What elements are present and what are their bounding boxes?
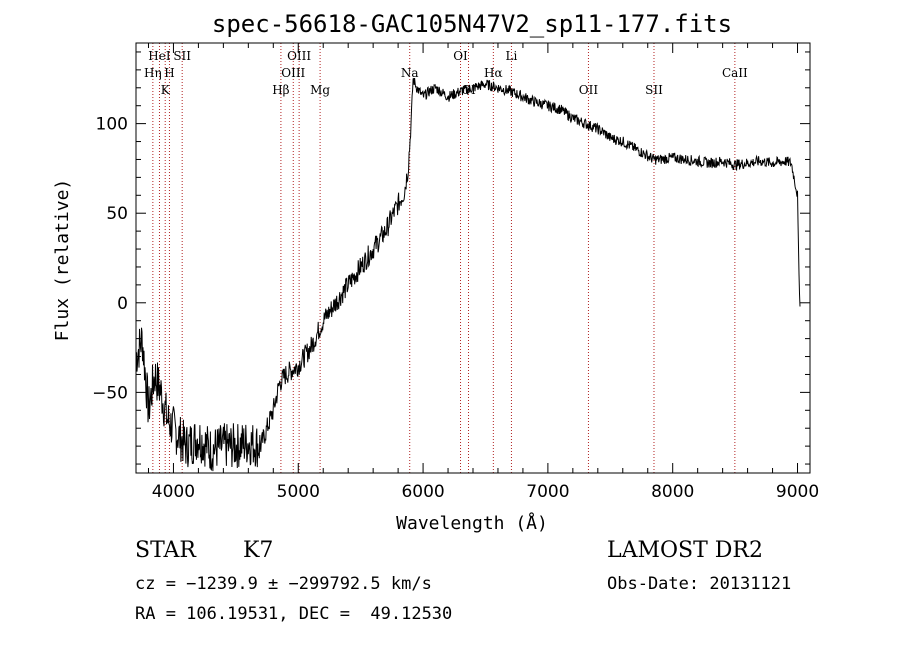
x-axis-label: Wavelength (Å): [396, 512, 548, 534]
y-tick-label-0: −50: [92, 383, 128, 403]
line-label-12: Li: [506, 49, 518, 63]
plot-frame: [135, 42, 811, 474]
line-label-4: K: [161, 83, 171, 97]
line-label-8: Mg: [310, 83, 330, 97]
flux-line: [135, 77, 801, 472]
line-label-2: Hη: [144, 66, 162, 80]
x-tick-label-0: 4000: [152, 482, 195, 502]
axis-ticks: 4000 5000 6000 7000 8000 9000 −50 0 50 100: [92, 43, 819, 502]
line-label-15: SII: [645, 83, 663, 97]
obs-date: Obs-Date: 20131121: [607, 574, 792, 594]
y-tick-label-3: 100: [96, 115, 128, 135]
x-tick-label-2: 6000: [401, 482, 444, 502]
y-tick-label-2: 50: [106, 204, 128, 224]
line-label-6: OIII: [281, 66, 305, 80]
flux-series: [135, 77, 801, 472]
line-label-13: Hα: [484, 66, 503, 80]
line-label-5: OIII: [287, 49, 311, 63]
subclass: K7: [243, 538, 274, 563]
line-label-7: Hβ: [272, 83, 289, 97]
survey-name: LAMOST DR2: [607, 538, 763, 563]
x-tick-label-1: 5000: [277, 482, 320, 502]
line-label-9: Na: [401, 66, 419, 80]
line-label-14: OII: [579, 83, 599, 97]
line-label-16: CaII: [722, 66, 748, 80]
object-type: STAR: [135, 538, 196, 563]
line-label-3: H: [164, 66, 174, 80]
cz-value: cz = −1239.9 ± −299792.5 km/s: [135, 574, 432, 594]
x-tick-label-4: 8000: [651, 482, 694, 502]
line-label-0: HeI: [148, 49, 171, 63]
y-tick-label-1: 0: [117, 294, 128, 314]
line-label-10: OI: [453, 49, 468, 63]
chart-title: spec-56618-GAC105N47V2_sp11-177.fits: [212, 10, 732, 38]
x-tick-label-5: 9000: [776, 482, 819, 502]
x-tick-label-3: 7000: [526, 482, 569, 502]
ra-dec: RA = 106.19531, DEC = 49.12530: [135, 604, 453, 624]
y-axis-label: Flux (relative): [52, 179, 73, 342]
line-label-1: SII: [173, 49, 191, 63]
